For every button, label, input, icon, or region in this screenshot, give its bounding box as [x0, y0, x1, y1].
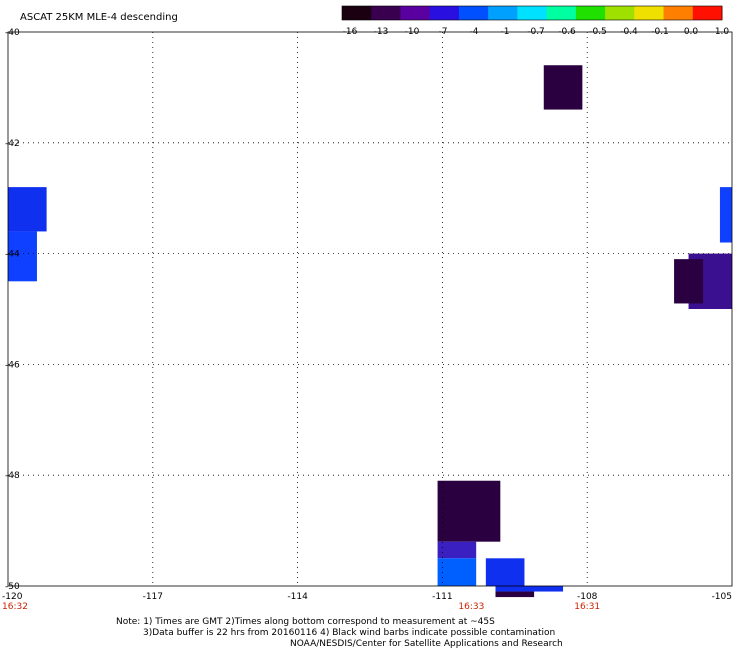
grid-lines [8, 32, 732, 586]
lon-label: -114 [287, 592, 308, 602]
lon-labels: -120 -117 -114 -111 -108 -105 [2, 592, 732, 602]
note-line-1: Note: 1) Times are GMT 2)Times along bot… [116, 617, 495, 627]
colorbar-border [341, 5, 723, 21]
note-line-3: NOAA/NESDIS/Center for Satellite Applica… [290, 639, 563, 649]
lat-label: -44 [5, 250, 20, 260]
lon-label: -111 [432, 592, 452, 602]
data-cell [8, 187, 47, 232]
lat-label: -48 [5, 471, 20, 481]
data-cell [437, 558, 477, 586]
lon-label: -120 [2, 592, 23, 602]
data-cell [543, 65, 583, 110]
map-frame [7, 31, 733, 587]
plot-border [7, 31, 733, 587]
colorbar-segment [488, 6, 518, 20]
time-label: 16:33 [458, 602, 484, 612]
data-cell [485, 558, 525, 586]
data-cell [8, 231, 37, 282]
colorbar-segment [575, 6, 606, 20]
colorbar-segment [692, 6, 723, 20]
lat-label: -46 [5, 360, 20, 370]
colorbar-segment [400, 6, 431, 20]
time-label: 16:31 [574, 602, 600, 612]
data-cell [719, 187, 732, 243]
time-label: 16:32 [2, 602, 28, 612]
colorbar-segment [605, 6, 635, 20]
lat-label: -42 [5, 139, 20, 149]
data-cell [495, 586, 564, 592]
colorbar-segment [517, 6, 548, 20]
lat-labels: -40 -42 -44 -46 -48 -50 [5, 28, 20, 592]
colorbar-segment [458, 6, 489, 20]
colorbar-segment [663, 6, 694, 20]
map-title: ASCAT 25KM MLE-4 descending [20, 12, 178, 23]
lon-label: -108 [577, 592, 598, 602]
time-labels: 16:32 16:33 16:31 [2, 602, 600, 612]
lat-label: -40 [5, 28, 20, 38]
colorbar-segment [546, 6, 577, 20]
note-line-2: 3)Data buffer is 22 hrs from 20160116 4)… [143, 628, 556, 638]
data-cells [8, 65, 732, 598]
colorbar-segment [429, 6, 460, 20]
colorbar [341, 5, 723, 21]
data-cell [495, 591, 535, 598]
colorbar-segment [371, 6, 401, 20]
lon-label: -105 [712, 592, 732, 602]
data-cell [437, 480, 501, 542]
colorbar-segment [634, 6, 665, 20]
lat-label: -50 [5, 582, 20, 592]
data-cell [437, 541, 477, 559]
lon-label: -117 [143, 592, 163, 602]
colorbar-segment [342, 6, 372, 20]
data-cell [674, 259, 704, 304]
